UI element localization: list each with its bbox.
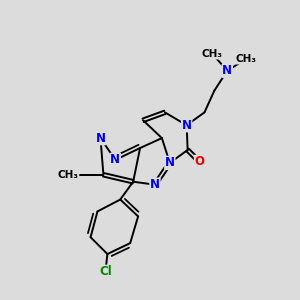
Text: CH₃: CH₃: [202, 49, 223, 59]
Text: CH₃: CH₃: [236, 54, 256, 64]
Text: CH₃: CH₃: [58, 170, 79, 180]
Text: Cl: Cl: [99, 266, 112, 278]
Text: N: N: [222, 64, 232, 77]
Text: N: N: [165, 156, 175, 170]
Text: O: O: [194, 155, 205, 168]
Text: N: N: [95, 132, 106, 145]
Text: N: N: [182, 119, 192, 132]
Text: N: N: [150, 178, 160, 191]
Text: N: N: [110, 153, 120, 167]
